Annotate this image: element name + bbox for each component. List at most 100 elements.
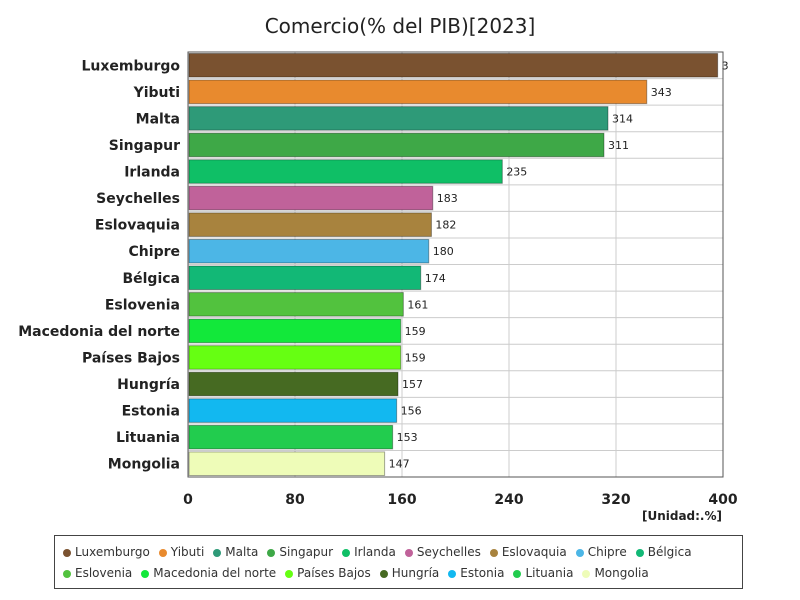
bar bbox=[188, 79, 648, 105]
legend-swatch bbox=[285, 569, 294, 578]
legend: Luxemburgo Yibuti Malta Singapur Irlanda Seyc… bbox=[54, 535, 743, 589]
bar bbox=[188, 451, 386, 476]
legend-label: Yibuti bbox=[170, 545, 205, 559]
legend-swatch bbox=[158, 548, 167, 557]
legend-label: Luxemburgo bbox=[75, 545, 150, 559]
value-label: 314 bbox=[612, 112, 633, 125]
category-label: Hungría bbox=[117, 377, 180, 393]
category-label: Chipre bbox=[129, 244, 180, 260]
legend-item: Luxemburgo bbox=[63, 542, 150, 563]
legend-label: Chipre bbox=[587, 545, 627, 559]
plot-frame bbox=[187, 51, 724, 478]
legend-label: Eslovaquia bbox=[501, 545, 567, 559]
chart-title: Comercio(% del PIB)[2023] bbox=[264, 14, 536, 38]
category-label: Eslovenia bbox=[105, 297, 180, 313]
legend-item: Seychelles bbox=[404, 542, 481, 563]
legend-label: Estonia bbox=[460, 566, 505, 580]
legend-swatch bbox=[489, 548, 498, 557]
bar bbox=[188, 398, 398, 423]
value-label: 235 bbox=[506, 166, 527, 179]
value-label: 182 bbox=[435, 219, 456, 232]
x-tick-label: 160 bbox=[387, 492, 416, 508]
x-tick-label: 80 bbox=[285, 492, 305, 508]
legend-label: Irlanda bbox=[354, 545, 396, 559]
legend-label: Eslovenia bbox=[75, 566, 133, 580]
legend-item: Lituania bbox=[513, 563, 573, 584]
legend-label: Países Bajos bbox=[297, 566, 371, 580]
category-label: Singapur bbox=[109, 138, 180, 154]
bar bbox=[188, 292, 404, 317]
value-label: 174 bbox=[425, 272, 446, 285]
legend-swatch bbox=[141, 569, 150, 578]
bar bbox=[188, 185, 434, 211]
category-label: Eslovaquia bbox=[95, 218, 180, 234]
x-tick-label: 320 bbox=[601, 492, 630, 508]
x-tick-label: 0 bbox=[183, 492, 193, 508]
category-label: Luxemburgo bbox=[81, 58, 180, 74]
legend-item: Países Bajos bbox=[285, 563, 371, 584]
legend-swatch bbox=[582, 569, 591, 578]
legend-item: Eslovenia bbox=[63, 563, 132, 584]
unit-label: [Unidad:.%] bbox=[641, 509, 722, 523]
x-tick-label: 400 bbox=[708, 492, 737, 508]
bar bbox=[188, 159, 503, 184]
value-label: 153 bbox=[397, 431, 418, 444]
bar bbox=[188, 212, 432, 237]
bar bbox=[188, 53, 719, 78]
category-label: Países Bajos bbox=[82, 350, 180, 366]
legend-item: Irlanda bbox=[342, 542, 396, 563]
legend-item: Eslovaquia bbox=[489, 542, 567, 563]
legend-label: Macedonia del norte bbox=[153, 566, 277, 580]
legend-item: Bélgica bbox=[635, 542, 692, 563]
legend-item: Singapur bbox=[267, 542, 333, 563]
bar bbox=[188, 132, 605, 158]
category-label: Irlanda bbox=[124, 165, 180, 181]
legend-label: Bélgica bbox=[647, 545, 692, 559]
value-label: 156 bbox=[401, 405, 422, 418]
value-label: 183 bbox=[437, 192, 458, 205]
bar bbox=[188, 318, 402, 344]
legend-swatch bbox=[635, 548, 644, 557]
category-label: Yibuti bbox=[133, 85, 180, 101]
category-label: Bélgica bbox=[122, 271, 180, 287]
value-label: 159 bbox=[405, 325, 426, 338]
category-label: Lituania bbox=[116, 430, 180, 446]
value-label: 147 bbox=[389, 458, 410, 471]
legend-swatch bbox=[213, 548, 222, 557]
legend-label: Mongolia bbox=[594, 566, 649, 580]
category-label: Estonia bbox=[122, 404, 180, 420]
legend-swatch bbox=[575, 548, 584, 557]
legend-item: Malta bbox=[213, 542, 258, 563]
legend-swatch bbox=[379, 569, 388, 578]
bar bbox=[188, 265, 422, 291]
legend-label: Singapur bbox=[279, 545, 334, 559]
value-label: 180 bbox=[433, 245, 454, 258]
x-tick-label: 240 bbox=[494, 492, 523, 508]
value-label: 3 bbox=[722, 59, 729, 72]
legend-item: Yibuti bbox=[158, 542, 205, 563]
bar bbox=[188, 371, 399, 397]
value-label: 161 bbox=[407, 298, 428, 311]
value-label: 159 bbox=[405, 351, 426, 364]
value-label: 157 bbox=[402, 378, 423, 391]
category-label: Macedonia del norte bbox=[18, 324, 180, 340]
category-label: Seychelles bbox=[96, 191, 180, 207]
bar bbox=[188, 424, 394, 450]
legend-swatch bbox=[342, 548, 351, 557]
legend-swatch bbox=[63, 548, 71, 557]
category-label: Malta bbox=[136, 111, 180, 127]
legend-swatch bbox=[63, 569, 71, 578]
legend-swatch bbox=[267, 548, 276, 557]
legend-item: Mongolia bbox=[582, 563, 649, 584]
legend-item: Macedonia del norte bbox=[141, 563, 276, 584]
value-label: 311 bbox=[608, 139, 629, 152]
legend-label: Seychelles bbox=[416, 545, 481, 559]
bar bbox=[188, 238, 430, 264]
legend-item: Hungría bbox=[379, 563, 440, 584]
legend-label: Hungría bbox=[391, 566, 440, 580]
legend-swatch bbox=[404, 548, 413, 557]
bar bbox=[188, 106, 609, 131]
legend-label: Malta bbox=[225, 545, 259, 559]
value-label: 343 bbox=[651, 86, 672, 99]
